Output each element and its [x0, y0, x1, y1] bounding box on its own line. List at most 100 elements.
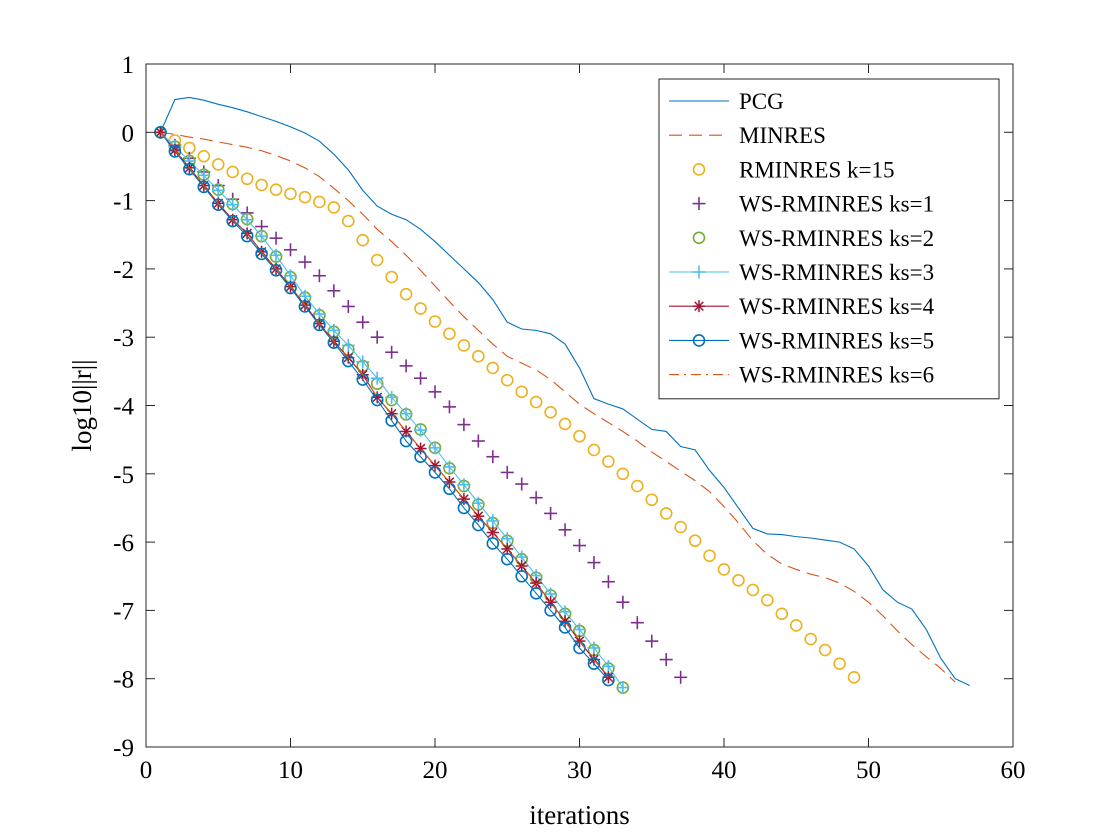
data-point-ws-rminres-ks-5 [240, 229, 254, 243]
data-point-ws-rminres-ks-1 [341, 299, 355, 313]
series-line-pcg [159, 96, 970, 687]
y-tick-label: -4 [113, 394, 134, 421]
legend-swatch-marker [692, 197, 706, 211]
x-tick-label: 0 [140, 757, 153, 784]
data-point-ws-rminres-ks-5 [544, 604, 557, 617]
legend-swatch-marker [692, 334, 706, 347]
data-point-ws-rminres-ks-5 [399, 434, 413, 448]
data-point-rminres-k-15 [659, 507, 673, 520]
data-point-ws-rminres-ks-5 [226, 214, 239, 228]
series-pcg [159, 96, 970, 687]
x-tick-label: 60 [1001, 757, 1026, 784]
data-point-rminres-k-15 [558, 417, 572, 431]
y-axis-label: log10||r|| [67, 359, 97, 451]
x-tick-label: 50 [856, 757, 881, 784]
legend-entry-ws-rminres-ks-6: WS-RMINRES ks=6 [669, 363, 934, 388]
data-point-ws-rminres-ks-3 [428, 441, 442, 455]
series-ws-rminres-ks-6 [160, 131, 609, 678]
legend-label: WS-RMINRES ks=6 [739, 363, 934, 388]
x-axis-label: iterations [529, 800, 629, 830]
legend-label: PCG [739, 89, 784, 114]
data-point-ws-rminres-ks-1 [659, 653, 673, 667]
y-tick-label: -9 [113, 735, 134, 762]
legend-entry-ws-rminres-ks-5: WS-RMINRES ks=5 [669, 328, 934, 353]
data-point-ws-rminres-ks-4 [486, 526, 499, 539]
data-point-ws-rminres-ks-5 [197, 180, 211, 194]
y-tick-label: 1 [122, 52, 135, 79]
data-point-ws-rminres-ks-5 [341, 354, 355, 368]
data-point-ws-rminres-ks-5 [500, 552, 514, 566]
data-point-rminres-k-15 [515, 385, 529, 399]
data-point-ws-rminres-ks-3 [442, 460, 456, 474]
data-point-ws-rminres-ks-4 [472, 510, 485, 523]
data-point-ws-rminres-ks-1 [399, 359, 413, 373]
data-point-rminres-k-15 [703, 549, 716, 563]
data-point-ws-rminres-ks-5 [587, 657, 601, 670]
legend-label: MINRES [739, 123, 826, 148]
data-point-rminres-k-15 [472, 350, 485, 363]
data-point-ws-rminres-ks-5 [327, 336, 341, 349]
y-tick-label: 0 [122, 120, 135, 147]
data-point-ws-rminres-ks-1 [616, 595, 630, 609]
data-point-rminres-k-15 [414, 302, 427, 315]
data-point-ws-rminres-ks-1 [442, 400, 456, 414]
data-point-ws-rminres-ks-3 [341, 338, 355, 352]
legend-entry-pcg: PCG [669, 89, 784, 114]
x-tick-label: 20 [423, 757, 448, 784]
data-point-ws-rminres-ks-3 [601, 659, 615, 673]
data-point-rminres-k-15 [775, 607, 789, 621]
data-point-ws-rminres-ks-5 [255, 247, 268, 261]
series-line-minres [160, 131, 956, 683]
data-point-ws-rminres-ks-5 [370, 393, 384, 407]
data-point-ws-rminres-ks-4 [429, 459, 441, 472]
data-point-ws-rminres-ks-1 [486, 450, 500, 464]
x-tick-label: 30 [567, 757, 592, 784]
data-point-ws-rminres-ks-3 [457, 478, 471, 492]
data-point-rminres-k-15 [500, 373, 514, 387]
legend-label: WS-RMINRES ks=1 [739, 192, 934, 217]
legend-label: WS-RMINRES ks=5 [739, 328, 934, 353]
data-point-rminres-k-15 [457, 339, 471, 352]
legend-swatch-marker [692, 163, 706, 176]
data-point-ws-rminres-ks-1 [414, 371, 428, 385]
data-point-rminres-k-15 [717, 563, 731, 576]
data-point-ws-rminres-ks-5 [529, 587, 543, 600]
data-point-ws-rminres-ks-3 [414, 423, 428, 437]
data-point-ws-rminres-ks-1 [356, 315, 370, 329]
x-tick-label: 10 [278, 757, 303, 784]
data-point-rminres-k-15 [284, 187, 297, 201]
data-point-rminres-k-15 [804, 632, 818, 646]
data-point-ws-rminres-ks-5 [313, 318, 326, 332]
data-point-rminres-k-15 [688, 534, 702, 548]
data-point-rminres-k-15 [298, 190, 312, 204]
data-point-rminres-k-15 [630, 479, 644, 493]
data-point-ws-rminres-ks-1 [500, 465, 514, 479]
data-point-rminres-k-15 [529, 395, 543, 409]
data-point-ws-rminres-ks-1 [269, 231, 283, 245]
data-point-rminres-k-15 [399, 287, 413, 301]
data-point-rminres-k-15 [544, 406, 557, 419]
legend-swatch-marker [692, 231, 706, 245]
data-point-ws-rminres-ks-1 [630, 616, 644, 630]
y-tick-label: -8 [113, 667, 134, 694]
data-point-ws-rminres-ks-1 [457, 418, 471, 432]
legend-swatch-marker [692, 265, 706, 279]
data-point-rminres-k-15 [240, 172, 254, 186]
data-point-ws-rminres-ks-1 [573, 539, 586, 553]
data-point-ws-rminres-ks-3 [385, 390, 399, 404]
legend-entry-ws-rminres-ks-2: WS-RMINRES ks=2 [692, 226, 934, 251]
data-point-ws-rminres-ks-1 [284, 243, 297, 257]
data-point-rminres-k-15 [327, 201, 341, 214]
data-point-rminres-k-15 [255, 178, 268, 192]
data-point-rminres-k-15 [602, 455, 615, 468]
data-point-rminres-k-15 [443, 327, 456, 341]
data-point-ws-rminres-ks-3 [356, 355, 370, 369]
series-ws-rminres-ks-3 [153, 125, 630, 695]
data-point-rminres-k-15 [269, 183, 283, 196]
data-point-ws-rminres-ks-3 [226, 198, 240, 212]
data-point-rminres-k-15 [761, 593, 774, 607]
data-point-rminres-k-15 [370, 253, 384, 267]
series-ws-rminres-ks-5 [154, 126, 615, 687]
